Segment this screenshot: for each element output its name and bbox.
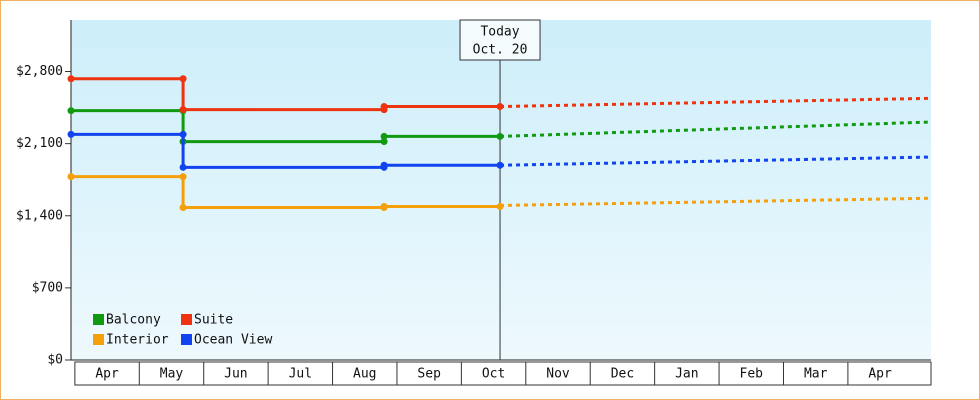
legend-swatch (181, 314, 192, 325)
x-tick-label: Aug (353, 367, 376, 382)
y-tick-label: $2,800 (16, 64, 63, 79)
point (67, 107, 75, 115)
point (179, 130, 187, 138)
point (179, 75, 187, 83)
x-tick-label: Mar (804, 367, 828, 382)
point (67, 173, 75, 181)
point (380, 138, 388, 146)
point (67, 130, 75, 138)
legend-swatch (93, 314, 104, 325)
point (380, 103, 388, 111)
point (380, 132, 388, 140)
x-tick-label: Nov (546, 367, 570, 382)
point (179, 204, 187, 212)
x-tick-label: Apr (95, 367, 119, 382)
x-axis-box (74, 361, 932, 386)
x-tick-label: Sep (417, 367, 441, 382)
x-tick-label: Oct (482, 367, 505, 382)
y-tick-label: $1,400 (16, 208, 63, 223)
legend-label: Interior (106, 333, 169, 348)
plot-area (71, 20, 931, 360)
today-box (459, 19, 541, 61)
point (179, 106, 187, 114)
y-tick-label: $0 (47, 353, 63, 368)
point (496, 132, 504, 140)
x-tick-label: Jul (289, 367, 312, 382)
x-tick-label: Feb (740, 367, 764, 382)
point (179, 173, 187, 181)
y-tick-label: $2,100 (16, 136, 63, 151)
x-tick-label: Dec (611, 367, 634, 382)
legend-label: Ocean View (194, 333, 272, 348)
legend-swatch (93, 334, 104, 345)
x-tick-label: Jan (675, 367, 698, 382)
point (496, 202, 504, 210)
legend-swatch (181, 334, 192, 345)
legend-label: Suite (194, 313, 233, 328)
point (380, 161, 388, 169)
y-tick-label: $700 (32, 280, 63, 295)
x-tick-label: Apr (868, 367, 892, 382)
point (380, 202, 388, 210)
legend-label: Balcony (106, 313, 161, 328)
point (496, 103, 504, 111)
point (179, 163, 187, 171)
x-tick-label: May (160, 367, 184, 382)
point (67, 75, 75, 83)
today-label: Oct. 20 (473, 43, 528, 58)
x-tick-label: Jun (224, 367, 247, 382)
point (496, 161, 504, 169)
today-label: Today (480, 25, 519, 40)
